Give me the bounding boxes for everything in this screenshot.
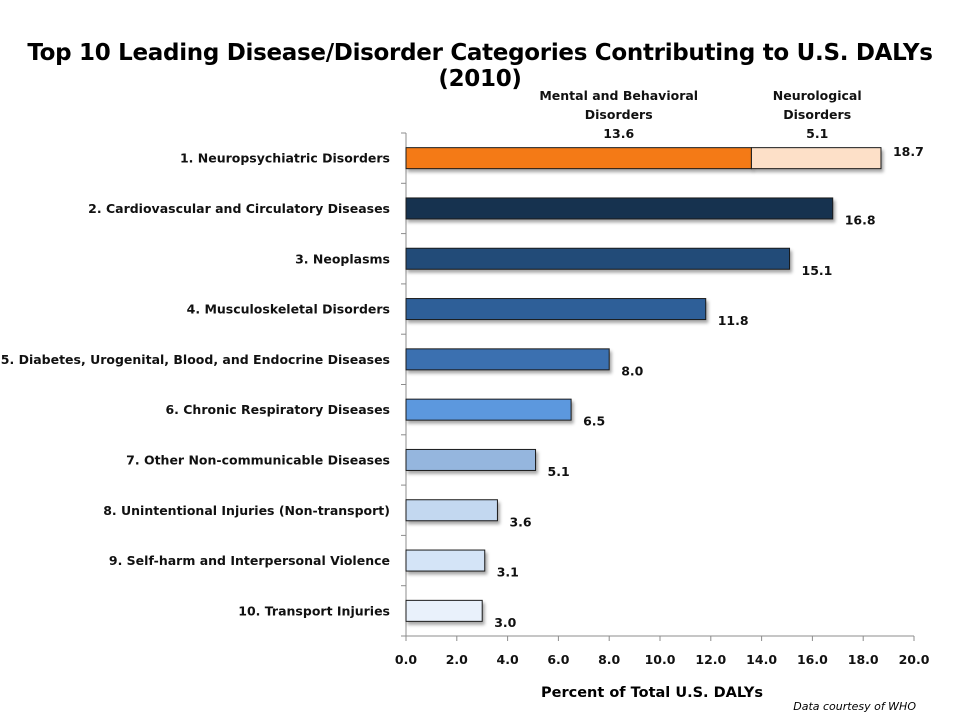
segment-label: Disorders [585,107,653,122]
category-label: 9. Self-harm and Interpersonal Violence [109,553,390,568]
category-label: 3. Neoplasms [295,251,390,266]
value-label: 16.8 [845,212,876,227]
x-tick-label: 20.0 [899,652,930,667]
value-label: 6.5 [583,414,605,429]
bar [405,247,791,270]
segment-label: Disorders [783,107,851,122]
x-tick-label: 14.0 [746,652,777,667]
bar [405,298,707,321]
bar [405,398,572,421]
x-tick-label: 4.0 [497,652,519,667]
category-label: 2. Cardiovascular and Circulatory Diseas… [88,201,390,216]
x-tick-label: 18.0 [848,652,879,667]
value-label: 18.7 [893,144,924,159]
segment-label: 5.1 [806,126,828,141]
category-label: 1. Neuropsychiatric Disorders [180,151,390,166]
x-tick-label: 16.0 [797,652,828,667]
bar [405,197,834,220]
x-tick-label: 12.0 [695,652,726,667]
x-tick-label: 10.0 [645,652,676,667]
source-note: Data courtesy of WHO [793,700,916,713]
bar [405,499,498,522]
segment-label: Mental and Behavioral [539,88,698,103]
value-label: 5.1 [548,464,570,479]
category-label: 6. Chronic Respiratory Diseases [165,402,390,417]
value-label: 8.0 [621,363,643,378]
value-label: 3.6 [509,514,531,529]
category-label: 8. Unintentional Injuries (Non-transport… [103,503,390,518]
x-tick-label: 2.0 [446,652,468,667]
bar [405,549,486,572]
value-label: 3.0 [494,615,516,630]
segment-label: Neurological [773,88,862,103]
x-tick-label: 6.0 [547,652,569,667]
category-label: 7. Other Non-communicable Diseases [126,452,390,467]
category-label: 4. Musculoskeletal Disorders [187,302,390,317]
x-tick-label: 8.0 [598,652,620,667]
category-label: 10. Transport Injuries [238,603,390,618]
value-label: 3.1 [497,565,519,580]
value-label: 11.8 [718,313,749,328]
x-tick-label: 0.0 [395,652,417,667]
chart-title: Top 10 Leading Disease/Disorder Categori… [27,40,933,92]
bar-segment [405,147,752,170]
bar [405,448,537,471]
bar-segment [750,147,882,170]
bar [405,348,610,371]
value-label: 15.1 [802,263,833,278]
bar [405,599,483,622]
category-label: 5. Diabetes, Urogenital, Blood, and Endo… [1,352,390,367]
x-axis-title: Percent of Total U.S. DALYs [541,685,763,701]
segment-label: 13.6 [603,126,634,141]
